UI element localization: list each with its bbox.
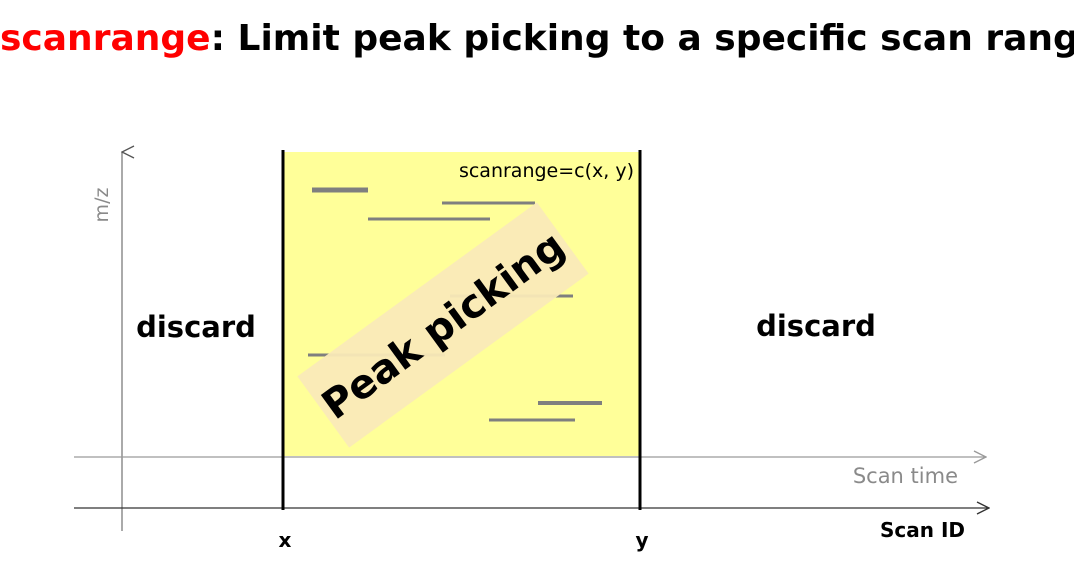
discard-right-label: discard xyxy=(756,309,876,343)
title-keyword: scanrange xyxy=(0,18,211,59)
title-rest: Limit peak picking to a specific scan ra… xyxy=(224,18,1074,59)
range-end-marker: y xyxy=(635,528,648,552)
peak-picking-box xyxy=(297,202,589,448)
scanrange-param-label: scanrange=c(x, y) xyxy=(459,160,634,182)
scan-time-label: Scan time xyxy=(853,464,958,488)
scan-id-label: Scan ID xyxy=(880,518,965,542)
range-start-marker: x xyxy=(279,528,292,552)
mz-axis-label: m/z xyxy=(91,188,113,223)
discard-left-label: discard xyxy=(136,310,256,344)
slide-title: scanrange: Limit peak picking to a speci… xyxy=(0,18,1074,59)
title-separator: : xyxy=(210,18,225,59)
